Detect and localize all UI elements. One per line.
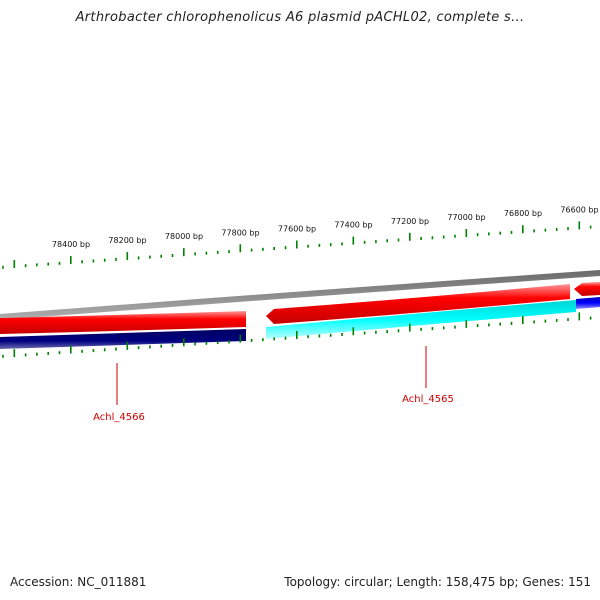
tick-label: 76800 bp [504, 209, 542, 218]
gene-next-forward-arrow[interactable] [574, 282, 600, 296]
gene-blue-block[interactable] [576, 297, 600, 309]
tick-label: 77800 bp [221, 228, 259, 237]
scale-tick-labels: 78400 bp 78200 bp 78000 bp 77800 bp 77600 bp… [52, 205, 599, 249]
tick-label: 77400 bp [334, 221, 372, 230]
topology-summary: Topology: circular; Length: 158,475 bp; … [284, 575, 591, 589]
gene-label-achl-4565[interactable]: Achl_4565 [402, 394, 454, 405]
scale-ticks-outer [2, 221, 592, 269]
tick-label: 77600 bp [278, 225, 316, 234]
tick-label: 78000 bp [165, 232, 203, 241]
tick-label: 77200 bp [391, 217, 429, 226]
tick-label: 77000 bp [447, 213, 485, 222]
backbone-arc [0, 270, 600, 320]
tick-label: 78400 bp [52, 240, 90, 249]
gene-cyan-block[interactable] [266, 300, 576, 339]
map-title: Arthrobacter chlorophenolicus A6 plasmid… [75, 10, 525, 25]
scale-ticks-inner [2, 312, 592, 358]
gene-achl-4566-reverse-block[interactable] [0, 329, 246, 349]
tick-label: 76600 bp [560, 205, 598, 214]
gene-achl-4566-forward-block[interactable] [0, 311, 246, 334]
accession-text: Accession: NC_011881 [10, 575, 147, 589]
tick-label: 78200 bp [108, 236, 146, 245]
gene-label-achl-4566[interactable]: Achl_4566 [93, 412, 145, 423]
gene-achl-4565-arrow[interactable] [266, 284, 570, 324]
